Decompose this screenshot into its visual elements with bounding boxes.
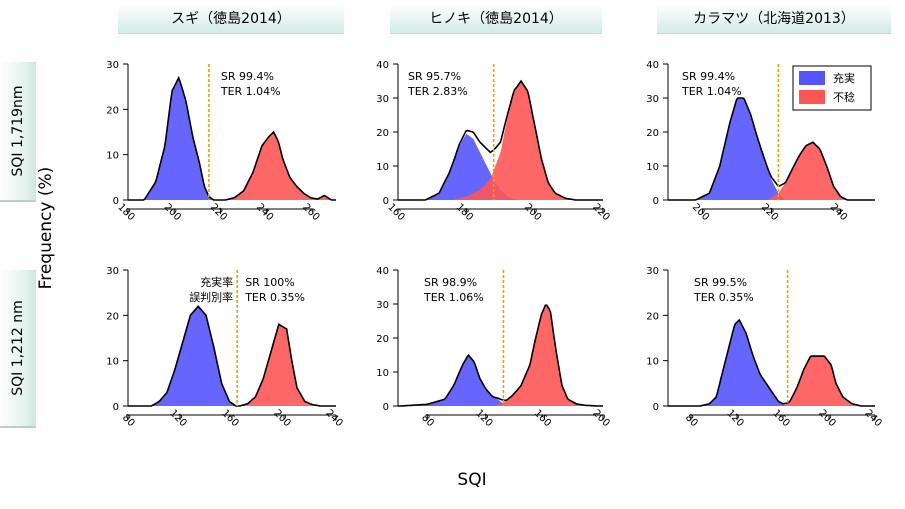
x-tick-label: 200 — [162, 202, 183, 223]
total-density-line — [668, 97, 875, 201]
area-series-filled — [695, 98, 786, 200]
x-tick-label: 160 — [219, 408, 240, 429]
y-tick-label: 10 — [376, 162, 389, 173]
ter-value: TER 1.04% — [681, 85, 742, 98]
x-tick-label: 120 — [724, 408, 745, 429]
x-tick-label: 160 — [770, 408, 791, 429]
y-tick-label: 10 — [376, 368, 389, 379]
area-series-sterile — [452, 81, 576, 200]
ter-jp-label: 誤判別率 — [189, 290, 233, 304]
x-tick-label: 240 — [862, 408, 883, 429]
ter-value: TER 0.35% — [244, 291, 305, 304]
total-density-line — [398, 79, 603, 201]
y-tick-label: 20 — [646, 311, 659, 322]
y-tick-label: 20 — [106, 311, 119, 322]
y-tick-label: 30 — [376, 300, 389, 311]
x-tick-label: 120 — [473, 408, 494, 429]
x-tick-label: 240 — [828, 202, 849, 223]
y-tick-label: 40 — [376, 60, 389, 71]
area-series-filled — [151, 306, 236, 406]
y-tick-label: 0 — [113, 196, 119, 207]
x-tick-label: 200 — [690, 202, 711, 223]
y-tick-label: 10 — [106, 151, 119, 162]
y-tick-label: 0 — [113, 402, 119, 413]
column-header-karamatsu: カラマツ（北海道2013） — [657, 3, 891, 34]
row-header-1212: SQI 1,212 nm — [0, 270, 36, 428]
area-series-sterile — [768, 142, 848, 200]
sr-value: SR 99.4% — [221, 70, 274, 83]
y-tick-label: 10 — [646, 357, 659, 368]
total-density-line — [398, 304, 603, 407]
y-tick-label: 10 — [106, 357, 119, 368]
x-tick-label: 160 — [532, 408, 553, 429]
ter-value: TER 1.06% — [423, 291, 484, 304]
ter-value: TER 2.83% — [407, 85, 468, 98]
area-series-filled — [144, 77, 214, 200]
x-tick-label: 240 — [254, 202, 275, 223]
area-series-sterile — [225, 132, 332, 200]
x-tick-label: 240 — [323, 408, 344, 429]
x-tick-label: 200 — [271, 408, 292, 429]
area-series-sterile — [239, 324, 321, 406]
y-tick-label: 30 — [376, 94, 389, 105]
x-axis-label: SQI — [457, 470, 487, 490]
ter-value: TER 1.04% — [220, 85, 281, 98]
y-tick-label: 30 — [106, 60, 119, 71]
row-header-1719: SQI 1,719nm — [0, 62, 36, 202]
x-tick-label: 200 — [590, 408, 611, 429]
x-tick-label: 120 — [167, 408, 188, 429]
legend-swatch — [799, 71, 825, 85]
y-tick-label: 40 — [646, 60, 659, 71]
x-tick-label: 220 — [208, 202, 229, 223]
ter-value: TER 0.35% — [693, 291, 754, 304]
y-tick-label: 0 — [383, 402, 389, 413]
total-density-line — [128, 305, 336, 407]
area-series-filled — [400, 355, 507, 406]
total-density-line — [668, 318, 875, 407]
y-tick-label: 0 — [653, 196, 659, 207]
column-header-hinoki: ヒノキ（徳島2014） — [390, 3, 602, 34]
y-tick-label: 30 — [106, 266, 119, 277]
y-tick-label: 20 — [106, 105, 119, 116]
sr-value: SR 98.9% — [424, 276, 477, 289]
y-tick-label: 0 — [653, 402, 659, 413]
y-tick-label: 0 — [383, 196, 389, 207]
x-tick-label: 220 — [590, 202, 611, 223]
column-header-sugi: スギ（徳島2014） — [118, 3, 344, 34]
area-series-sterile — [783, 356, 862, 406]
x-tick-label: 200 — [816, 408, 837, 429]
area-series-filled — [700, 319, 788, 406]
total-density-line — [128, 75, 336, 201]
area-series-sterile — [494, 304, 598, 406]
x-tick-label: 180 — [454, 202, 475, 223]
legend-label: 充実 — [833, 71, 855, 85]
legend-label: 不稔 — [833, 90, 855, 104]
x-tick-label: 200 — [522, 202, 543, 223]
y-tick-label: 20 — [646, 128, 659, 139]
y-tick-label: 30 — [646, 94, 659, 105]
y-tick-label: 40 — [376, 266, 389, 277]
y-tick-label: 20 — [376, 128, 389, 139]
sr-jp-label: 充実率 — [200, 275, 233, 289]
x-tick-label: 260 — [300, 202, 321, 223]
x-tick-label: 220 — [759, 202, 780, 223]
y-tick-label: 30 — [646, 266, 659, 277]
y-tick-label: 10 — [646, 162, 659, 173]
sr-value: SR 100% — [245, 276, 295, 289]
y-tick-label: 20 — [376, 334, 389, 345]
sr-value: SR 95.7% — [408, 70, 461, 83]
sr-value: SR 99.5% — [694, 276, 747, 289]
sr-value: SR 99.4% — [682, 70, 735, 83]
legend-swatch — [799, 90, 825, 104]
